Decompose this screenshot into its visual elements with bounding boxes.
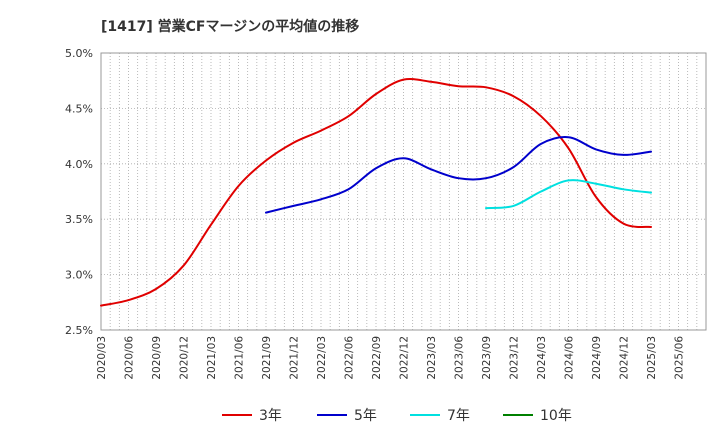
x-tick-label: 2024/03 <box>536 336 548 380</box>
y-tick-label: 4.5% <box>65 102 93 115</box>
plot-area-frame <box>100 52 707 331</box>
x-tick-label: 2025/03 <box>646 336 658 380</box>
legend-label: 5年 <box>354 408 377 424</box>
x-tick-label: 2023/12 <box>509 336 521 380</box>
x-tick-label: 2023/03 <box>426 336 438 380</box>
x-tick-label: 2021/06 <box>234 336 246 380</box>
x-tick-label: 2021/09 <box>261 336 273 380</box>
x-tick-label: 2020/06 <box>124 336 136 380</box>
legend-label: 3年 <box>259 408 282 424</box>
y-tick-label: 4.0% <box>65 158 93 171</box>
y-tick-label: 5.0% <box>65 47 93 60</box>
grid-lines <box>101 53 706 330</box>
legend-label: 10年 <box>540 408 572 424</box>
x-tick-label: 2022/12 <box>399 336 411 380</box>
x-axis-ticks: 2020/03 2020/06 2020/09 2020/12 2021/03 2021/… <box>96 336 686 380</box>
x-tick-label: 2022/03 <box>316 336 328 380</box>
chart-title: [1417] 営業CFマージンの平均値の推移 <box>101 18 359 35</box>
x-tick-label: 2024/06 <box>564 336 576 380</box>
x-tick-label: 2020/12 <box>179 336 191 380</box>
series-line-7年 <box>485 179 652 210</box>
x-tick-label: 2020/09 <box>151 336 163 380</box>
y-tick-label: 2.5% <box>65 324 93 337</box>
x-tick-label: 2024/12 <box>619 336 631 380</box>
x-tick-label: 2020/03 <box>96 336 108 380</box>
x-tick-label: 2021/03 <box>206 336 218 380</box>
x-tick-label: 2021/12 <box>289 336 301 380</box>
series-line-5年 <box>265 136 652 214</box>
series-line-3年 <box>100 77 652 307</box>
legend: 3年 5年 7年 10年 <box>222 408 572 424</box>
x-tick-label: 2022/06 <box>344 336 356 380</box>
x-tick-label: 2023/06 <box>454 336 466 380</box>
legend-label: 7年 <box>447 408 470 424</box>
series-lines <box>100 77 652 307</box>
y-tick-label: 3.5% <box>65 213 93 226</box>
x-tick-label: 2022/09 <box>371 336 383 380</box>
y-tick-label: 3.0% <box>65 269 93 282</box>
y-axis-ticks: 2.5% 3.0% 3.5% 4.0% 4.5% 5.0% <box>65 47 93 337</box>
x-tick-label: 2024/09 <box>591 336 603 380</box>
x-tick-label: 2025/06 <box>674 336 686 380</box>
x-tick-label: 2023/09 <box>481 336 493 380</box>
